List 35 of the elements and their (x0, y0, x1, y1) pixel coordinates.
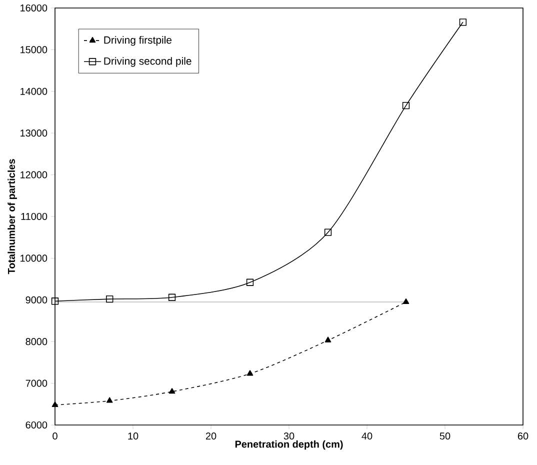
x-axis-title: Penetration depth (cm) (235, 440, 343, 450)
y-tick-label: 9000 (26, 296, 48, 304)
point (459, 18, 467, 26)
point (51, 298, 59, 305)
y-tick-label: 14000 (20, 88, 48, 95)
x-tick-label: 30 (284, 432, 294, 440)
x-tick-label: 10 (128, 432, 138, 440)
legend-label: Driving second pile (104, 57, 192, 67)
y-tick-label: 6000 (26, 421, 48, 429)
y-tick-label: 11000 (21, 212, 48, 220)
point (168, 388, 176, 394)
y-tick-label: 13000 (20, 130, 48, 137)
point (402, 102, 410, 110)
point (168, 294, 176, 301)
y-tick-label: 15000 (20, 46, 48, 54)
x-tick-label: 60 (518, 432, 528, 440)
y-tick-label: 16000 (20, 4, 48, 12)
point (106, 397, 113, 403)
x-tick-label: 50 (440, 432, 450, 440)
point (324, 336, 332, 342)
y-axis-title: Totalnumber of particles (8, 159, 17, 274)
point (106, 295, 114, 303)
point (246, 370, 254, 376)
legend-label: Driving firstpile (104, 36, 172, 46)
y-tick-label: 10000 (20, 254, 48, 262)
y-tick-label: 7000 (26, 380, 48, 387)
point (324, 228, 332, 236)
x-tick-label: 0 (52, 432, 58, 440)
x-tick-label: 20 (206, 432, 216, 440)
y-tick-label: 8000 (26, 338, 48, 346)
point (402, 298, 410, 304)
point (52, 401, 58, 407)
x-tick-label: 40 (362, 432, 372, 440)
point (246, 278, 254, 286)
y-tick-label: 12000 (20, 171, 48, 178)
